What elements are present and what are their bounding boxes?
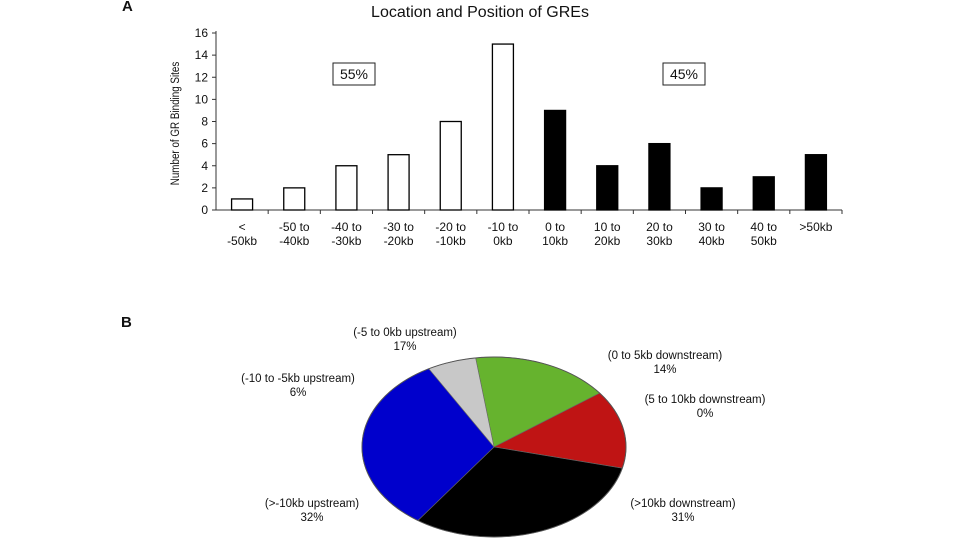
annotation-label: 45% (670, 66, 698, 82)
annotation-label: 55% (340, 66, 368, 82)
y-tick-label: 0 (201, 203, 208, 217)
bar (230, 198, 254, 211)
pie-slice-label: (0 to 5kb downstream) 14% (608, 350, 723, 376)
y-tick-label: 12 (195, 70, 209, 84)
bar (700, 187, 723, 211)
y-tick-label: 16 (195, 26, 209, 40)
bar (335, 165, 358, 211)
chart-title: Location and Position of GREs (371, 4, 589, 21)
bar (543, 109, 567, 211)
pie-slice-label: (-10 to -5kb upstream) 6% (241, 373, 355, 399)
bar (804, 154, 828, 211)
annotation-box (662, 62, 706, 86)
x-tick-label: 30 to 40kb (698, 220, 725, 248)
pie-slice-label: (>10kb downstream) 31% (630, 498, 735, 524)
panel-b-label: B (121, 314, 132, 331)
pie-slice-label: (-5 to 0kb upstream) 17% (353, 327, 457, 353)
x-tick-label: 20 to 30kb (646, 220, 673, 248)
x-tick-label: 10 to 20kb (594, 220, 621, 248)
x-tick-label: < -50kb (227, 220, 257, 248)
bar (387, 154, 410, 211)
pie-slice-label: (5 to 10kb downstream) 0% (645, 394, 766, 420)
x-tick-label: 40 to 50kb (750, 220, 777, 248)
bar (648, 142, 671, 211)
bar (596, 165, 619, 211)
x-tick-label: >50kb (799, 220, 832, 234)
y-tick-label: 8 (201, 115, 208, 129)
bar (752, 176, 775, 211)
x-tick-label: -10 to 0kb (488, 220, 519, 248)
y-tick-label: 6 (201, 137, 208, 151)
bar (491, 43, 515, 211)
y-tick-label: 10 (195, 92, 209, 106)
pie-slice-label: (>-10kb upstream) 32% (265, 498, 359, 524)
x-tick-label: -40 to -30kb (331, 220, 362, 248)
x-tick-label: -50 to -40kb (279, 220, 310, 248)
x-tick-label: 0 to 10kb (542, 220, 568, 248)
x-tick-label: -20 to -10kb (435, 220, 466, 248)
x-tick-label: -30 to -20kb (383, 220, 414, 248)
y-tick-label: 4 (201, 159, 208, 173)
bar (439, 120, 462, 211)
panel-a-label: A (122, 0, 133, 15)
y-tick-label: 2 (201, 181, 208, 195)
bar (283, 187, 306, 211)
y-tick-label: 14 (195, 48, 209, 62)
annotation-box (332, 62, 376, 86)
y-axis-label: Number of GR Binding Sites (169, 61, 182, 185)
pie-outline (361, 356, 627, 538)
